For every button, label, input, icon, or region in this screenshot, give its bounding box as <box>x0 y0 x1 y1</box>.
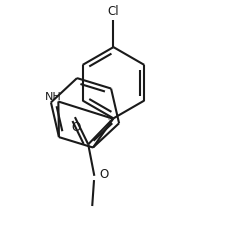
Text: O: O <box>71 121 80 134</box>
Text: NH: NH <box>45 92 61 102</box>
Text: O: O <box>100 168 109 181</box>
Text: Cl: Cl <box>108 5 119 18</box>
